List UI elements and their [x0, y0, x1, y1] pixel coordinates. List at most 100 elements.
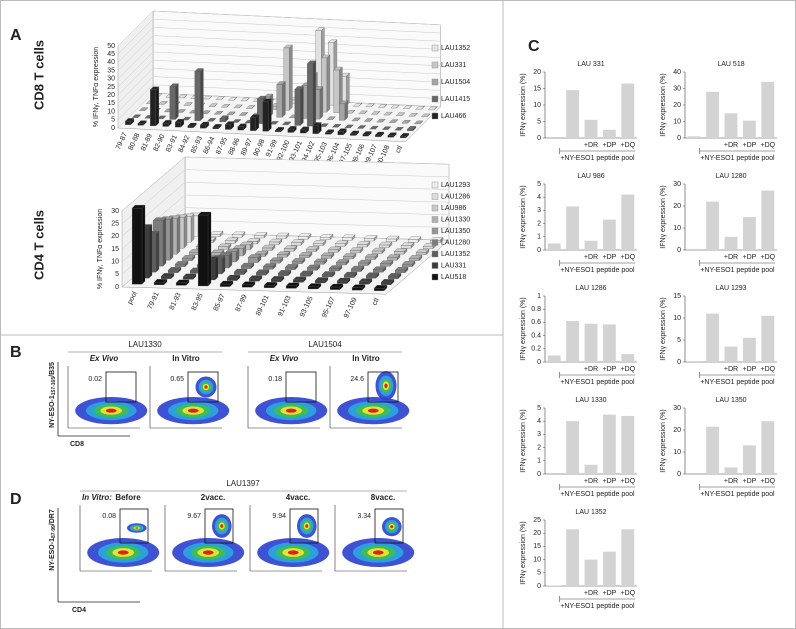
y-tick-label: 20	[673, 427, 681, 434]
gate-value: 0.02	[88, 376, 102, 383]
gate	[105, 371, 137, 403]
bar-side	[148, 224, 153, 279]
bar	[167, 270, 179, 273]
legend-swatch	[431, 204, 439, 212]
bar	[687, 136, 701, 138]
density	[285, 408, 297, 413]
bar-side	[233, 97, 237, 101]
bar	[162, 123, 169, 127]
bar	[277, 273, 289, 276]
y-axis-label: % IFNγ, TNFα expression	[97, 209, 104, 289]
bar	[298, 255, 310, 258]
condition: Ex Vivo	[90, 354, 119, 363]
bar	[358, 281, 370, 285]
bar	[547, 243, 561, 250]
bar	[350, 133, 357, 136]
bar	[761, 315, 775, 362]
bar	[363, 238, 375, 242]
bar-side	[176, 215, 181, 255]
gate	[289, 508, 319, 544]
bar	[175, 282, 187, 286]
bar	[212, 127, 219, 130]
legend-swatch	[431, 250, 439, 258]
bar	[247, 257, 259, 263]
bar	[262, 266, 274, 270]
y-tick-label: 0	[677, 247, 681, 254]
condition: In Vitro	[172, 354, 200, 363]
bar-side	[162, 115, 166, 119]
group-label: +NY-ESO1 peptide pool	[700, 491, 775, 498]
bar	[319, 237, 331, 240]
x-tick-label: +DR	[724, 478, 738, 485]
bar	[357, 262, 369, 266]
y-tick-label: 5	[677, 337, 681, 344]
legend-swatch	[431, 262, 439, 269]
bar	[724, 346, 738, 362]
bar	[365, 275, 377, 279]
bar	[566, 529, 580, 586]
bar-side	[190, 213, 195, 243]
bar-side	[414, 113, 418, 117]
bar	[393, 251, 405, 255]
bar	[285, 285, 297, 289]
y-tick-label: 0	[537, 359, 541, 366]
bar	[312, 125, 319, 134]
legend-label: LAU518	[441, 274, 466, 281]
bar	[307, 286, 319, 290]
condition-prefix: In Vitro:	[82, 493, 112, 502]
y-tick-label: 10	[673, 449, 681, 456]
y-tick-label: 25	[533, 517, 541, 524]
y-tick-label: 10	[533, 556, 541, 563]
panel-letter: A	[10, 27, 22, 44]
bar	[224, 240, 236, 244]
condition: 8vacc.	[371, 493, 395, 502]
bar	[321, 274, 333, 278]
y-tick-label: 4	[537, 418, 541, 425]
bar-side	[183, 214, 188, 249]
x-tick-label: 87-99	[235, 294, 249, 313]
bar	[621, 354, 635, 362]
bar-side	[239, 104, 243, 108]
bar	[283, 248, 295, 252]
bar	[219, 118, 226, 123]
bar	[337, 131, 344, 136]
bar	[724, 236, 738, 250]
y-tick-label: 1	[537, 293, 541, 300]
density	[204, 385, 208, 389]
bar-side	[369, 118, 373, 122]
y-tick-label: 2	[537, 444, 541, 451]
grid-line	[117, 18, 441, 55]
x-tick-label: +DP	[742, 142, 756, 149]
density	[135, 527, 139, 529]
bar	[602, 129, 616, 138]
x-tick-label: 93-105	[299, 295, 315, 318]
y-tick-label: 25	[111, 221, 119, 228]
gate-value: 9.67	[187, 513, 201, 520]
gate	[119, 508, 149, 544]
y-axis-label: IFNγ expression (%)	[660, 297, 667, 360]
bar	[275, 235, 287, 239]
y-tick-label: 15	[533, 543, 541, 550]
label-part: NY-ESO-1	[49, 538, 56, 571]
legend-label: LAU1280	[441, 239, 470, 246]
bar-side	[364, 110, 368, 114]
bar	[248, 278, 260, 282]
bar-side	[251, 105, 255, 109]
bar	[408, 258, 420, 261]
bar-side	[158, 93, 162, 97]
label-part: /B35	[49, 362, 56, 377]
bar	[706, 91, 720, 138]
bar	[150, 89, 157, 127]
bar	[387, 135, 394, 138]
y-tick-label: 20	[673, 102, 681, 109]
bar	[187, 125, 194, 128]
bar	[602, 551, 616, 586]
bar-side	[221, 96, 225, 100]
bar	[327, 249, 339, 253]
density	[105, 408, 117, 413]
bar	[231, 234, 243, 238]
density	[117, 550, 129, 555]
bar	[341, 237, 353, 241]
bar-side	[275, 121, 279, 125]
bar	[339, 103, 346, 121]
